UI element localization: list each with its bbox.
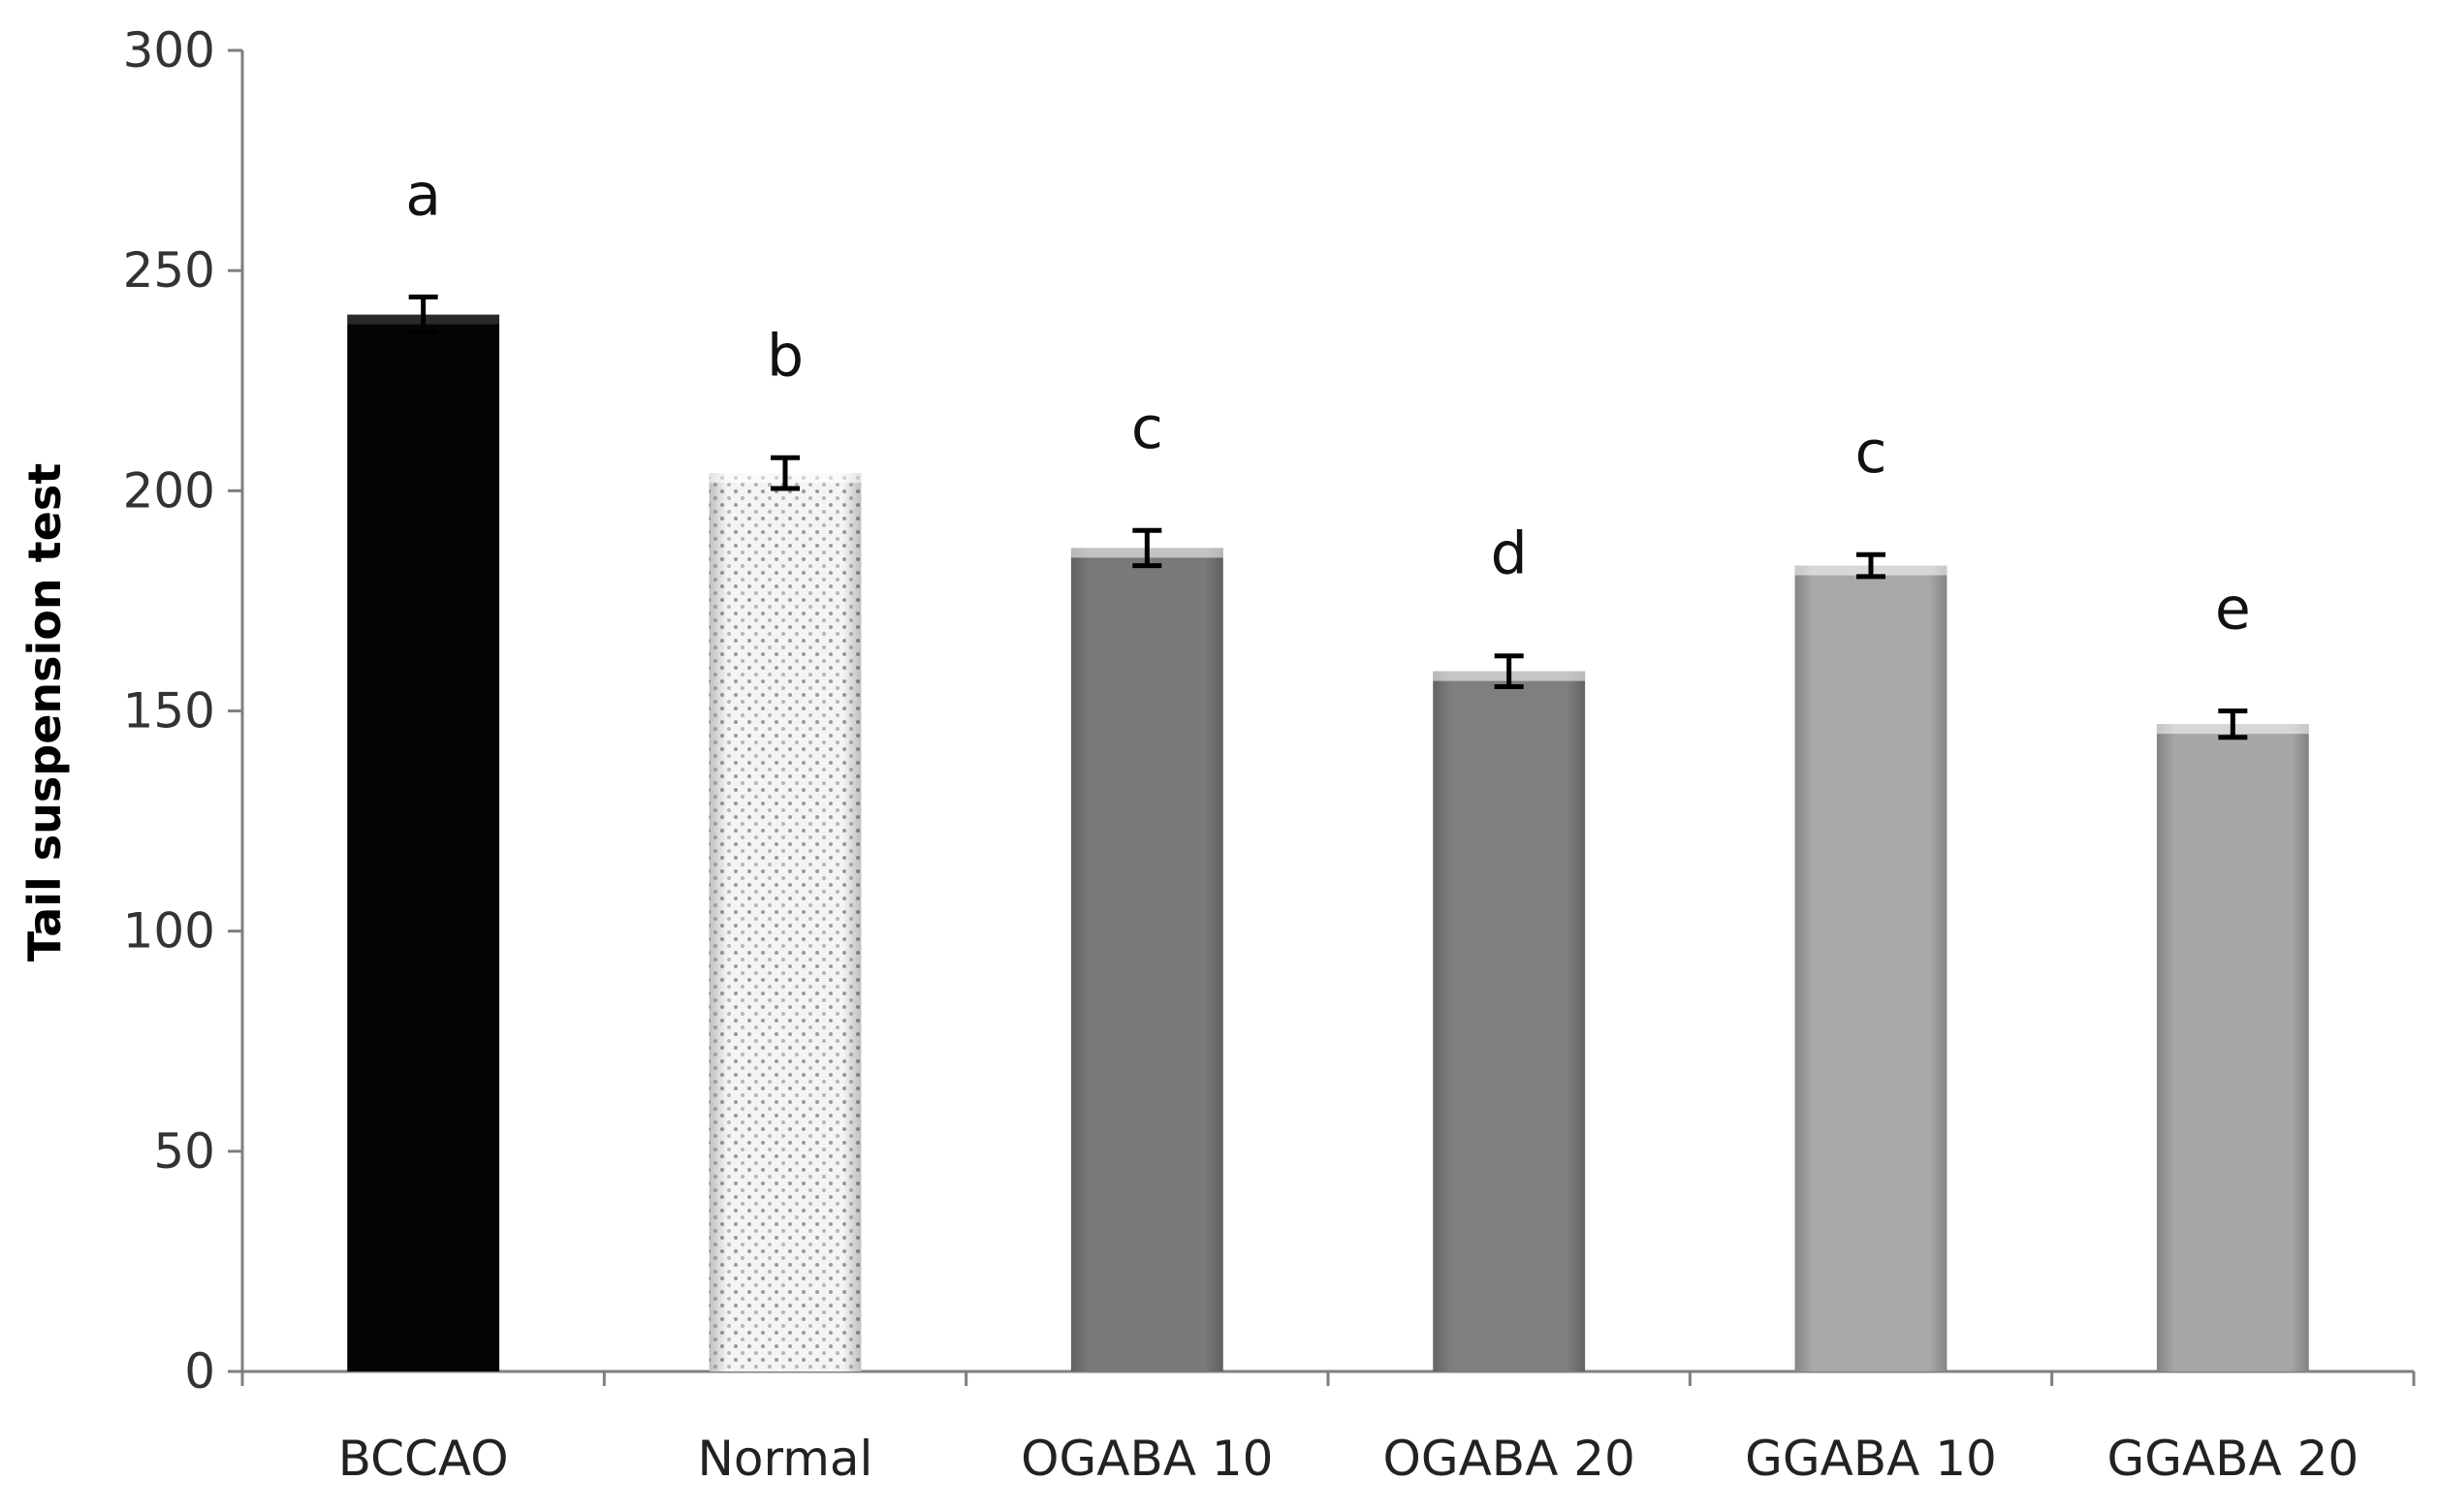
y-tick-label: 300 (123, 22, 215, 79)
y-tick-label: 0 (184, 1343, 215, 1400)
x-axis (240, 1370, 2416, 1386)
y-tick-label: 250 (123, 242, 215, 299)
x-category-label: GGABA 20 (2106, 1431, 2359, 1487)
significance-label: c (1855, 419, 1887, 487)
y-tick-label: 200 (123, 462, 215, 519)
bar-shading (2156, 724, 2309, 1371)
y-axis-title: Tail suspension test (18, 463, 71, 962)
x-category-label: Normal (698, 1431, 873, 1487)
significance-label: a (405, 161, 441, 229)
y-tick-label: 50 (153, 1123, 215, 1180)
significance-label: c (1131, 394, 1163, 462)
significance-label: e (2215, 576, 2251, 644)
significance-label: d (1491, 520, 1528, 588)
bar-shading (1070, 548, 1223, 1371)
y-axis-title-group: Tail suspension test (18, 463, 71, 962)
label-layer: a BCCAO b Normal c OGABA 10 d OGABA 20 c GGABA 10… (338, 161, 2359, 1487)
bar-shading (1433, 671, 1586, 1371)
bar-shading (1794, 565, 1947, 1371)
x-category-label: GGABA 10 (1745, 1431, 1997, 1487)
y-axis: 0 50 100 150 200 250 300 (123, 22, 244, 1400)
bar-shading (347, 314, 500, 1372)
bar-shading (709, 473, 862, 1371)
y-tick-label: 100 (123, 903, 215, 960)
significance-label: b (767, 322, 804, 390)
bar-series (347, 294, 2309, 1372)
x-category-label: OGABA 10 (1021, 1431, 1273, 1487)
y-tick-label: 150 (123, 683, 215, 740)
x-category-label: BCCAO (338, 1431, 509, 1487)
x-category-label: OGABA 20 (1383, 1431, 1635, 1487)
